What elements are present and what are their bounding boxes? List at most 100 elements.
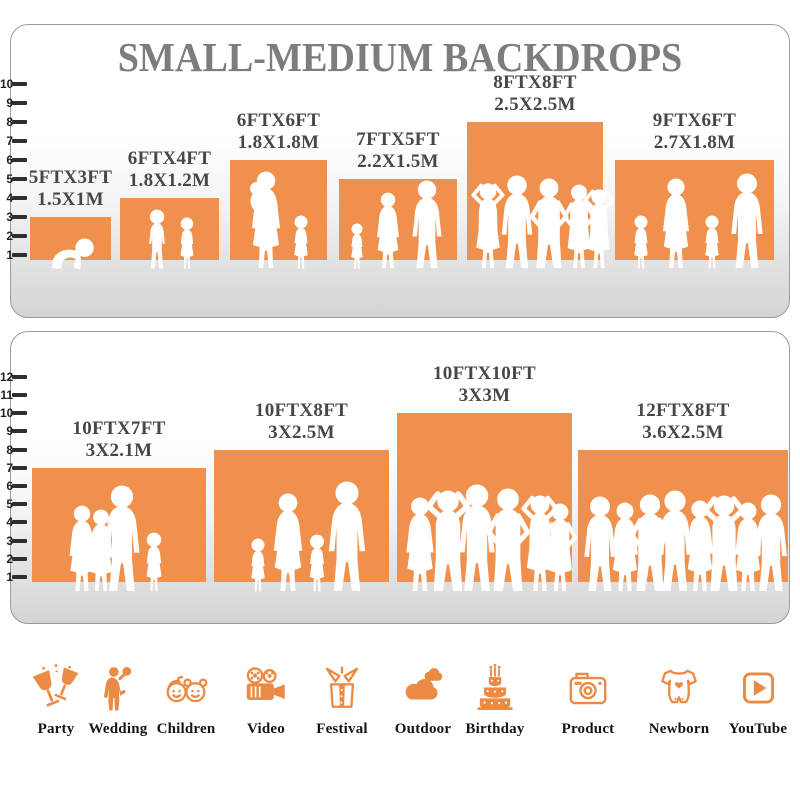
bar-size-label: 6FTX4FT 1.8X1.2M	[80, 148, 260, 192]
category-item-birthday: Birthday	[447, 662, 543, 738]
scale-tick-number: 2	[6, 551, 13, 566]
scale-tick-number: 9	[6, 424, 13, 439]
category-item-wedding: Wedding	[70, 662, 166, 738]
bar-size-label: 10FTX7FT 3X2.1M	[29, 418, 209, 462]
size-meters-text: 3X3M	[458, 385, 511, 407]
size-feet-text: 10FTX7FT	[72, 417, 166, 439]
category-label: Video	[247, 721, 285, 737]
scale-tick	[12, 139, 27, 143]
size-meters-text: 1.8X1.8M	[237, 132, 320, 153]
size-meters-text: 2.7X1.8M	[653, 132, 736, 153]
scale-tick	[12, 393, 27, 397]
category-item-party: Party	[8, 662, 104, 738]
size-meters-text: 3.6X2.5M	[642, 421, 724, 443]
scale-tick	[12, 538, 27, 543]
scale-tick-number: 8	[6, 115, 13, 129]
festival-icon	[325, 666, 359, 708]
backdrop-bar-8ftx8ft	[467, 122, 603, 260]
size-meters-text: 2.5X2.5M	[494, 94, 576, 115]
category-label: Children	[156, 721, 216, 737]
scale-tick-number: 5	[6, 172, 13, 186]
backdrop-bar-12ftx8ft	[578, 449, 788, 582]
scale-tick	[12, 447, 27, 452]
scale-tick	[12, 556, 27, 561]
scale-tick-number: 10	[0, 77, 14, 91]
scale-tick	[12, 465, 27, 470]
outdoor-icon	[405, 668, 443, 700]
category-label: Birthday	[465, 721, 525, 737]
backdrop-bar-10ftx8ft	[214, 449, 389, 582]
size-feet-text: 6FTX4FT	[127, 148, 212, 169]
page-title: SMALL-MEDIUM BACKDROPS	[117, 34, 683, 80]
product-icon	[569, 672, 607, 705]
size-feet-text: 9FTX6FT	[652, 110, 737, 131]
category-label: Wedding	[88, 721, 148, 737]
scale-tick	[12, 575, 27, 579]
scale-tick	[12, 520, 27, 525]
bar-size-label: 10FTX8FT 3X2.5M	[212, 400, 392, 444]
scale-tick	[12, 484, 27, 488]
backdrop-bar-6ftx4ft	[120, 198, 219, 260]
wedding-icon	[103, 666, 132, 711]
category-label: Festival	[316, 721, 368, 737]
scale-tick	[12, 411, 27, 416]
category-item-children: Children	[138, 662, 234, 738]
youtube-icon	[743, 672, 775, 704]
scale-tick-number: 7	[6, 134, 13, 148]
scale-tick-number: 4	[6, 191, 13, 205]
children-icon	[166, 675, 208, 703]
scale-tick-number: 3	[6, 210, 13, 224]
backdrop-bar-6ftx6ft	[230, 160, 327, 260]
category-label: Newborn	[648, 721, 710, 737]
size-feet-text: 12FTX8FT	[636, 399, 730, 421]
category-item-video: Video	[218, 662, 314, 738]
category-label: Outdoor	[394, 721, 452, 737]
bar-size-label: 10FTX10FT 3X3M	[395, 363, 575, 407]
category-item-outdoor: Outdoor	[375, 662, 471, 738]
scale-tick	[12, 234, 27, 238]
category-label: Party	[37, 721, 75, 737]
size-feet-text: 10FTX10FT	[433, 363, 536, 385]
scale-tick	[12, 429, 27, 434]
size-meters-text: 3X2.1M	[85, 439, 153, 461]
scale-tick	[12, 120, 27, 124]
scale-tick-number: 9	[6, 96, 13, 110]
category-label: Product	[561, 721, 615, 737]
bar-size-label: 6FTX6FT 1.8X1.8M	[189, 110, 369, 154]
scale-tick-number: 4	[6, 515, 13, 530]
scale-tick-number: 10	[0, 406, 14, 421]
backdrop-bar-5ftx3ft	[30, 217, 111, 260]
scale-tick-number: 2	[6, 229, 13, 243]
size-feet-text: 7FTX5FT	[356, 129, 440, 150]
scale-tick-number: 11	[0, 388, 13, 402]
scale-tick-number: 6	[6, 479, 13, 493]
scale-tick	[12, 502, 27, 507]
size-feet-text: 8FTX8FT	[493, 72, 577, 93]
backdrop-bar-7ftx5ft	[339, 179, 457, 260]
scale-tick	[12, 374, 27, 379]
bar-size-label: 9FTX6FT 2.7X1.8M	[605, 110, 785, 154]
scale-tick-number: 6	[6, 153, 13, 167]
scale-tick-number: 7	[6, 460, 13, 475]
scale-tick-number: 8	[6, 442, 13, 457]
backdrop-bar-10ftx10ft	[397, 413, 572, 582]
backdrop-bar-9ftx6ft	[615, 160, 774, 260]
scale-tick	[12, 253, 27, 257]
scale-tick	[12, 215, 27, 219]
scale-tick-number: 5	[6, 497, 13, 512]
scale-tick-number: 1	[6, 570, 13, 584]
bar-size-label: 12FTX8FT 3.6X2.5M	[593, 400, 773, 444]
bar-size-label: 8FTX8FT 2.5X2.5M	[445, 72, 625, 116]
size-meters-text: 1.8X1.2M	[128, 170, 211, 191]
party-icon	[32, 664, 79, 707]
bar-size-label: 5FTX3FT 1.5X1M	[0, 167, 161, 211]
size-feet-text: 6FTX6FT	[236, 110, 321, 131]
scale-tick-number: 1	[6, 248, 13, 262]
size-feet-text: 5FTX3FT	[28, 167, 113, 188]
newborn-icon	[661, 669, 697, 704]
size-meters-text: 1.5X1M	[37, 189, 104, 210]
size-feet-text: 10FTX8FT	[254, 399, 349, 421]
backdrop-bar-10ftx7ft	[32, 467, 206, 582]
scale-tick	[12, 196, 27, 200]
